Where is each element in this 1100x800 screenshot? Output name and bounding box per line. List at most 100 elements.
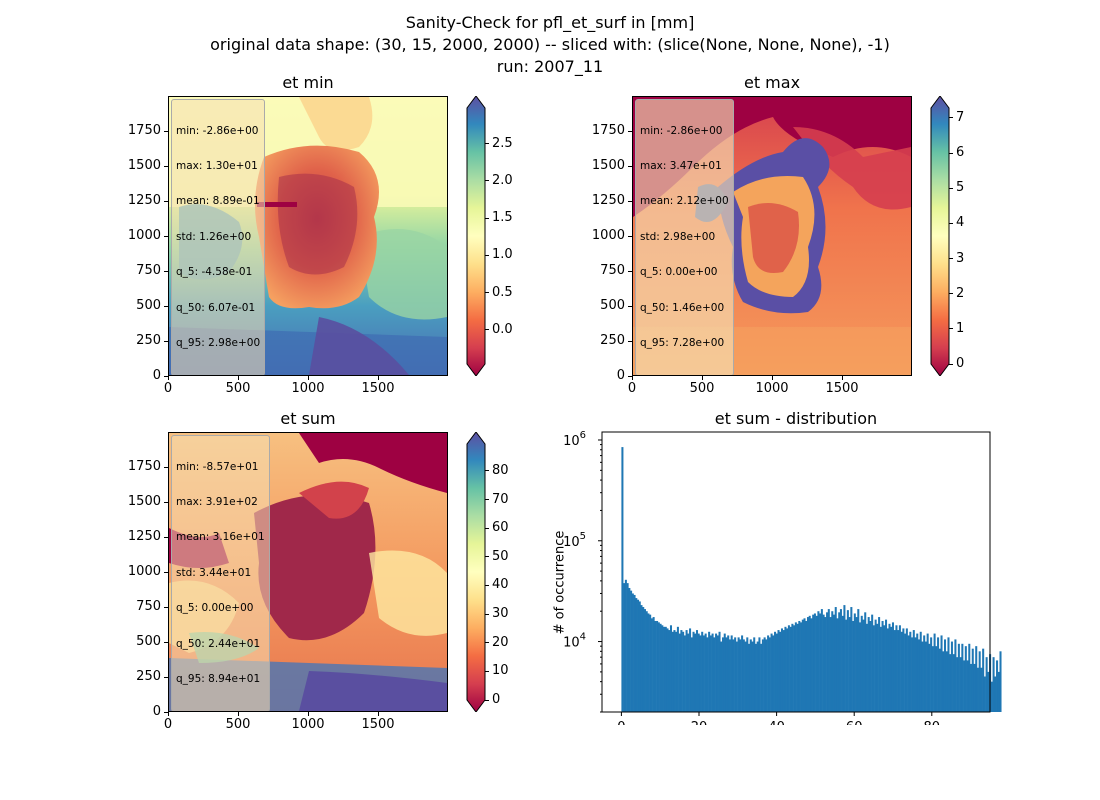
y-tick-mark — [164, 641, 168, 643]
y-tick-label: 1250 — [127, 529, 161, 544]
histogram-bar — [798, 620, 801, 712]
histogram-bar — [643, 609, 646, 712]
histogram-bar — [765, 639, 768, 712]
stat-line: std: 2.98e+00 — [640, 230, 716, 243]
histogram-bar — [739, 639, 742, 712]
histogram-bar — [829, 617, 832, 712]
x-tick-label: 60 — [846, 720, 863, 725]
y-tick-label: 500 — [600, 298, 625, 313]
colorbar-tick-label: 5 — [956, 180, 965, 196]
colorbar-tick-mark — [485, 642, 489, 644]
colorbar-tick-mark — [485, 254, 489, 256]
colorbar-tick-mark — [949, 293, 953, 295]
histogram-bar — [675, 631, 678, 712]
histogram-bar — [900, 631, 903, 712]
histogram-bar — [803, 618, 806, 712]
histogram-bar — [659, 623, 662, 712]
colorbar-tick-mark — [485, 556, 489, 558]
x-tick-mark — [307, 712, 309, 716]
x-tick-label: 0 — [163, 381, 173, 396]
colorbar-tick-label: 2.5 — [492, 135, 513, 151]
histogram-bar — [888, 623, 891, 712]
y-tick-label: 1000 — [591, 228, 625, 243]
y-tick-label: 250 — [136, 333, 161, 348]
stat-line: q_95: 2.98e+00 — [176, 336, 261, 349]
histogram-bar — [806, 617, 810, 712]
histogram-bar — [855, 617, 858, 712]
y-tick-mark — [164, 711, 168, 713]
histogram-bar — [647, 613, 650, 712]
histogram-bar — [753, 637, 756, 712]
colorbar-tick-mark — [949, 258, 953, 259]
histogram-bar — [635, 598, 638, 712]
histogram-bar — [787, 625, 790, 712]
x-tick-mark — [377, 376, 379, 380]
x-tick-mark — [841, 376, 843, 380]
stat-line: max: 3.47e+01 — [640, 159, 722, 172]
colorbar-tick-label: 0 — [956, 356, 965, 371]
histogram-bar — [791, 623, 794, 712]
histogram-bar — [735, 641, 738, 712]
histogram-bar — [845, 619, 848, 712]
histogram-bar — [683, 635, 686, 712]
histogram-bar — [898, 625, 901, 712]
histogram-bar — [867, 617, 870, 712]
y-tick-mark — [164, 340, 168, 342]
x-tick-label: 1000 — [291, 381, 325, 396]
histogram-ylabel: # of occurrence — [552, 530, 568, 635]
histogram-bar — [741, 635, 744, 712]
colorbar-tick-mark — [949, 222, 953, 224]
histogram-bar — [763, 637, 766, 712]
panel-title-distribution: et sum - distribution — [714, 409, 878, 428]
y-tick-label: 1750 — [591, 123, 625, 138]
histogram-bar — [973, 663, 976, 712]
stat-line: q_5: -4.58e-01 — [176, 266, 253, 279]
histogram-bar — [897, 630, 900, 712]
histogram-bar — [780, 628, 783, 712]
x-tick-mark — [771, 376, 773, 380]
panel-title-et-max: et max — [743, 73, 801, 92]
histogram-bar — [850, 607, 853, 712]
histogram-bar — [761, 639, 764, 712]
y-tick-label: 1250 — [127, 193, 161, 208]
histogram-bar — [774, 631, 777, 712]
histogram-bar — [689, 628, 692, 712]
colorbar-et-max — [930, 96, 950, 376]
colorbar-tick-label: 1 — [956, 320, 965, 336]
y-tick-label: 1500 — [127, 494, 161, 509]
histogram-bar — [930, 637, 933, 712]
histogram-bar — [716, 635, 719, 712]
histogram-bar — [983, 676, 986, 712]
colorbar-tick-label: 4 — [956, 215, 965, 231]
colorbar-tick-label: 10 — [492, 663, 509, 679]
colorbar-tick-mark — [485, 180, 489, 182]
y-tick-mark — [164, 676, 168, 678]
histogram-bar — [737, 637, 740, 712]
y-tick-mark — [628, 165, 632, 167]
y-tick-mark — [164, 200, 168, 202]
colorbar-tick-mark — [485, 143, 489, 145]
colorbar-tick-label: 0.0 — [492, 321, 513, 337]
histogram-bar — [883, 625, 886, 712]
histogram-bar — [687, 633, 690, 712]
histogram-bar — [815, 615, 818, 712]
stat-line: q_50: 1.46e+00 — [640, 301, 725, 314]
stats-box-et-max: min: -2.86e+00 max: 3.47e+01 mean: 2.12e… — [635, 99, 734, 375]
histogram-bar — [775, 633, 778, 712]
histogram-bar — [869, 620, 872, 712]
histogram-bar — [793, 625, 796, 712]
histogram-bar — [638, 601, 641, 712]
histogram-bar — [975, 646, 978, 712]
stat-line: q_95: 8.94e+01 — [176, 672, 261, 685]
x-tick-label: 1000 — [291, 717, 325, 732]
histogram-bar — [895, 625, 898, 712]
histogram-bar — [963, 660, 966, 712]
histogram-bar — [826, 612, 829, 712]
stats-box-et-min: min: -2.86e+00 max: 1.30e+01 mean: 8.89e… — [171, 99, 266, 375]
y-tick-mark — [164, 305, 168, 307]
histogram-bar — [633, 594, 636, 712]
x-tick-mark — [167, 376, 169, 380]
histogram-bar — [843, 605, 846, 712]
y-tick-label: 1000 — [127, 228, 161, 243]
histogram-bar — [982, 648, 985, 712]
